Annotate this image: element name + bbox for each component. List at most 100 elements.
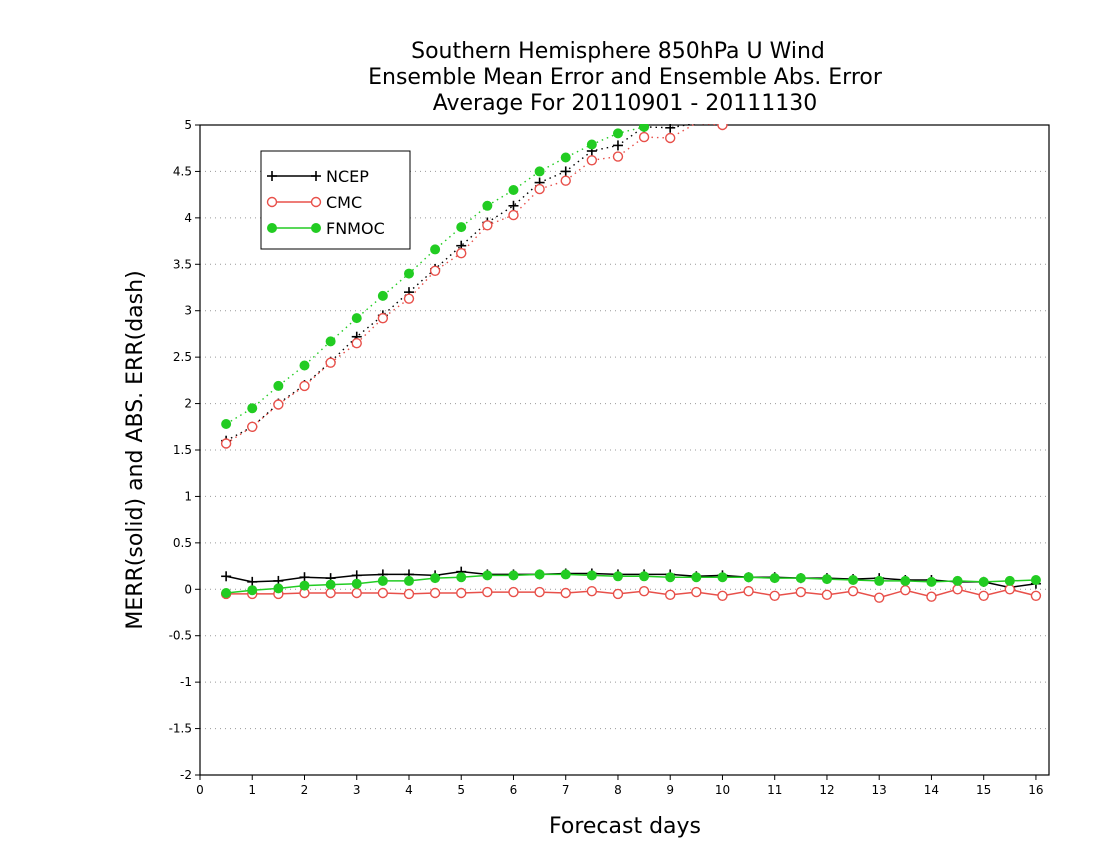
point-cmc-abs-error <box>560 175 571 186</box>
point-cmc-abs-error <box>508 209 519 221</box>
point-cmc-mean-error <box>560 587 571 599</box>
point-fnmoc-mean-error <box>612 571 623 582</box>
point-fnmoc-mean-error <box>900 575 911 586</box>
point-cmc-abs-error <box>299 380 310 392</box>
point-fnmoc-mean-error <box>795 573 806 584</box>
point-cmc-mean-error <box>482 586 493 598</box>
point-cmc-abs-error <box>403 293 415 304</box>
point-cmc-abs-error <box>220 438 232 449</box>
legend-item-fnmoc: FNMOC <box>267 219 385 238</box>
legend-marker-cmc <box>266 196 278 208</box>
legend-marker-fnmoc <box>267 223 277 233</box>
series-layer <box>220 124 1042 603</box>
legend-item-ncep: NCEP <box>267 167 369 186</box>
point-fnmoc-mean-error <box>978 576 989 587</box>
x-tick-label: 15 <box>976 783 991 797</box>
legend-label-ncep: NCEP <box>326 167 369 186</box>
y-tick-label: 3 <box>184 304 192 318</box>
point-cmc-abs-error <box>612 151 624 162</box>
legend-label-cmc: CMC <box>326 193 362 212</box>
point-fnmoc-mean-error <box>534 569 545 580</box>
point-cmc-mean-error <box>429 587 441 599</box>
point-fnmoc-mean-error <box>665 572 676 583</box>
point-cmc-mean-error <box>717 590 728 601</box>
point-fnmoc-mean-error <box>508 570 519 581</box>
chart-title: Southern Hemisphere 850hPa U Wind Ensemb… <box>368 39 883 116</box>
y-tick-label: 4 <box>184 211 192 225</box>
x-tick-label: 5 <box>457 783 465 797</box>
point-fnmoc-mean-error <box>952 575 963 586</box>
point-cmc-mean-error <box>847 585 859 597</box>
y-tick-label: 2 <box>184 397 192 411</box>
y-tick-label: 0 <box>184 582 192 596</box>
point-fnmoc-mean-error <box>848 575 859 585</box>
point-fnmoc-mean-error <box>1030 575 1041 585</box>
point-fnmoc-abs-error <box>430 244 441 255</box>
point-fnmoc-mean-error <box>351 578 362 589</box>
point-cmc-abs-error <box>534 183 545 195</box>
series-fnmoc-mean-error-line <box>226 573 1036 594</box>
point-fnmoc-mean-error <box>691 572 702 583</box>
point-fnmoc-abs-error <box>560 152 571 163</box>
point-fnmoc-mean-error <box>299 580 310 591</box>
point-cmc-mean-error <box>325 587 336 599</box>
x-tick-label: 7 <box>562 783 570 797</box>
point-fnmoc-mean-error <box>874 575 885 586</box>
point-fnmoc-mean-error <box>456 572 467 583</box>
point-fnmoc-abs-error <box>612 128 623 139</box>
point-cmc-abs-error <box>429 265 441 276</box>
point-fnmoc-abs-error <box>639 124 650 132</box>
point-fnmoc-mean-error <box>247 585 258 596</box>
legend-item-cmc: CMC <box>266 193 362 212</box>
point-cmc-mean-error <box>952 584 963 595</box>
y-tick-label: -1.5 <box>169 722 192 736</box>
point-ncep-abs-error <box>560 166 571 177</box>
y-tick-label: 2.5 <box>173 350 192 364</box>
legend-marker-ncep <box>267 171 277 181</box>
x-tick-label: 1 <box>248 783 256 797</box>
x-tick-label: 11 <box>767 783 782 797</box>
point-fnmoc-abs-error <box>534 166 545 177</box>
y-tick-label: -1 <box>180 675 192 689</box>
point-cmc-mean-error <box>691 586 702 598</box>
y-axis-label: MERR(solid) and ABS. ERR(dash) <box>123 270 148 629</box>
point-ncep-mean-error <box>221 571 232 582</box>
y-axis: -2 -1.5 -1 -0.5 0 0.5 1 1.5 2 2.5 3 3.5 4 4.5 5 <box>169 118 200 782</box>
x-tick-label: 0 <box>196 783 204 797</box>
point-cmc-mean-error <box>1030 590 1042 601</box>
point-cmc-mean-error <box>508 586 519 598</box>
series-fnmoc <box>221 124 1041 598</box>
x-tick-label: 8 <box>614 783 622 797</box>
chart-title-line-2: Ensemble Mean Error and Ensemble Abs. Er… <box>368 65 883 90</box>
point-fnmoc-mean-error <box>769 573 780 584</box>
x-tick-label: 4 <box>405 783 413 797</box>
y-tick-label: 1 <box>184 489 192 503</box>
point-fnmoc-mean-error <box>743 572 754 583</box>
legend-marker-ncep <box>311 171 321 181</box>
point-fnmoc-mean-error <box>1004 575 1015 586</box>
point-fnmoc-abs-error <box>273 380 284 391</box>
point-fnmoc-mean-error <box>221 588 232 598</box>
point-fnmoc-mean-error <box>403 575 414 586</box>
point-cmc-abs-error <box>665 132 676 144</box>
point-cmc-mean-error <box>769 590 780 601</box>
point-cmc-mean-error <box>821 589 833 601</box>
point-cmc-mean-error <box>795 586 807 598</box>
point-fnmoc-mean-error <box>586 570 597 581</box>
point-ncep-abs-error <box>665 124 676 133</box>
legend-marker-fnmoc <box>311 223 321 233</box>
point-cmc-mean-error <box>900 585 911 596</box>
x-tick-label: 12 <box>819 783 834 797</box>
y-tick-label: -0.5 <box>169 629 192 643</box>
point-fnmoc-abs-error <box>403 268 414 279</box>
x-tick-label: 3 <box>353 783 361 797</box>
point-fnmoc-abs-error <box>299 360 310 371</box>
y-tick-label: 4.5 <box>173 164 192 178</box>
point-cmc-mean-error <box>743 585 754 597</box>
x-tick-label: 9 <box>666 783 674 797</box>
y-tick-label: 1.5 <box>173 443 192 457</box>
series-cmc-mean-error-line <box>226 588 1037 599</box>
point-fnmoc-mean-error <box>821 574 832 585</box>
point-cmc-mean-error <box>403 588 415 600</box>
point-cmc-abs-error <box>325 357 336 368</box>
